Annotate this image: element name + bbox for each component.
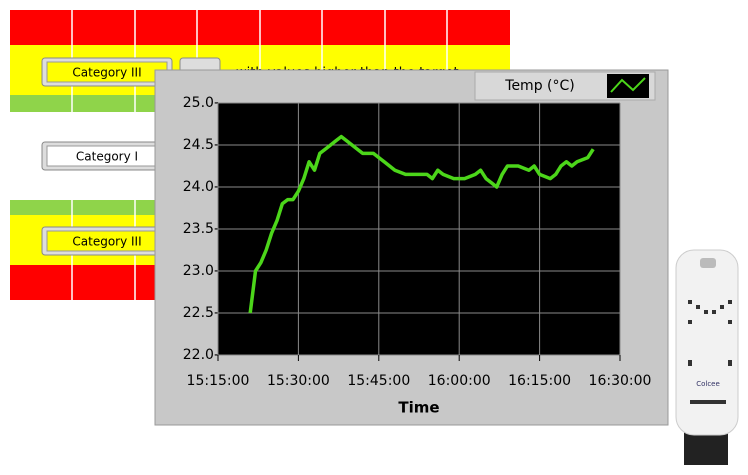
- button-label: Category III: [72, 66, 141, 80]
- x-tick-label: 15:15:00: [187, 373, 250, 389]
- x-tick-label: 15:45:00: [347, 373, 410, 389]
- x-tick-label: 15:30:00: [267, 373, 330, 389]
- y-tick-label: 24.5-: [183, 137, 219, 153]
- device-label: Colcee: [696, 380, 720, 388]
- y-tick-label: 23.5-: [183, 221, 219, 237]
- x-tick-label: 16:30:00: [589, 373, 652, 389]
- button-label: Category III: [72, 235, 141, 249]
- button-label: Category I: [76, 150, 138, 164]
- y-tick-label: 25.0-: [183, 95, 219, 111]
- y-tick-label: 23.0-: [183, 263, 219, 279]
- screen: Category III with values higher than the…: [0, 0, 748, 475]
- legend-label: Temp (°C): [504, 78, 574, 94]
- y-tick-label: 22.0-: [183, 347, 219, 363]
- y-tick-label: 22.5-: [183, 305, 219, 321]
- x-tick-label: 16:15:00: [508, 373, 571, 389]
- y-tick-label: 24.0-: [183, 179, 219, 195]
- x-axis-label: Time: [398, 399, 439, 417]
- x-tick-label: 16:00:00: [428, 373, 491, 389]
- usb-device: Colcee: [676, 250, 738, 465]
